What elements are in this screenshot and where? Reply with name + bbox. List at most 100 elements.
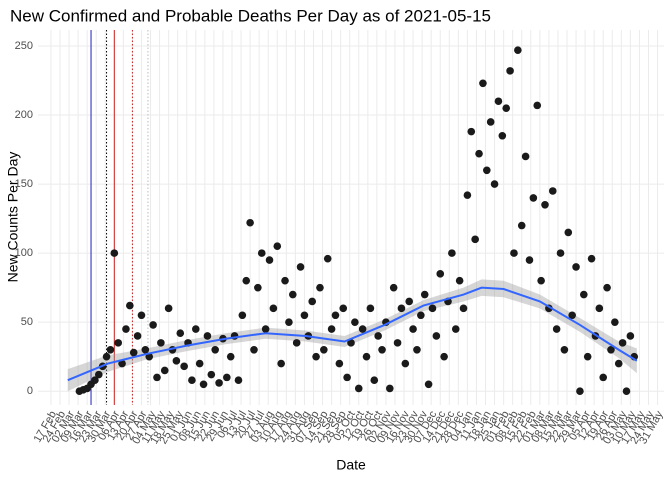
point <box>118 359 126 368</box>
point <box>587 254 596 263</box>
point <box>548 187 557 195</box>
point <box>238 311 247 320</box>
point <box>122 325 130 333</box>
point <box>424 380 433 389</box>
point <box>618 339 627 347</box>
point <box>583 352 592 361</box>
point <box>199 380 208 389</box>
point <box>180 362 188 371</box>
point <box>137 311 146 320</box>
y-tick-label: 150 <box>15 178 33 190</box>
point <box>273 242 282 251</box>
point <box>393 339 402 347</box>
point <box>483 166 491 175</box>
point <box>521 152 530 161</box>
point <box>564 228 573 237</box>
smooth-line <box>67 286 638 382</box>
point <box>374 332 382 340</box>
point <box>626 332 635 340</box>
point <box>490 180 499 188</box>
point <box>133 332 142 340</box>
point <box>463 191 472 199</box>
point <box>257 249 266 257</box>
point <box>343 373 351 382</box>
point <box>164 304 173 313</box>
point <box>215 379 223 387</box>
point <box>537 276 545 285</box>
point <box>413 345 421 354</box>
point <box>552 325 561 333</box>
point <box>281 276 289 285</box>
point <box>502 104 511 112</box>
point <box>386 384 394 393</box>
point <box>358 325 367 333</box>
point <box>378 345 386 354</box>
y-tick-label: 100 <box>15 247 33 259</box>
point <box>467 127 476 136</box>
point <box>475 149 483 158</box>
point <box>191 325 200 333</box>
point <box>94 370 103 379</box>
point <box>514 46 522 54</box>
point <box>572 263 580 271</box>
chart-title: New Confirmed and Probable Deaths Per Da… <box>10 6 491 25</box>
point <box>277 359 285 368</box>
point <box>153 373 161 382</box>
point <box>261 325 270 333</box>
point <box>525 256 534 264</box>
point <box>331 311 340 320</box>
point <box>292 339 301 347</box>
point <box>459 304 468 313</box>
point <box>556 249 565 257</box>
point <box>405 297 414 306</box>
point <box>203 332 212 340</box>
point <box>420 290 429 299</box>
point <box>471 235 479 244</box>
confidence-band <box>67 279 637 392</box>
point <box>129 348 138 357</box>
point <box>568 311 576 320</box>
point <box>234 376 243 384</box>
point <box>541 200 549 209</box>
point <box>195 359 204 368</box>
point <box>498 131 507 140</box>
point <box>440 352 448 361</box>
point <box>312 352 320 361</box>
point <box>428 304 437 313</box>
point <box>362 352 371 361</box>
point <box>242 276 251 285</box>
point <box>510 249 518 257</box>
point <box>160 366 169 375</box>
point <box>417 311 425 320</box>
point <box>300 311 309 320</box>
point <box>265 256 274 264</box>
point <box>366 304 375 313</box>
point <box>211 345 219 354</box>
y-tick-label: 250 <box>15 40 33 52</box>
point <box>250 345 258 354</box>
point <box>486 118 495 126</box>
point <box>506 67 514 75</box>
point <box>323 254 332 263</box>
point <box>409 325 417 333</box>
point <box>622 387 631 395</box>
point <box>533 101 542 110</box>
point <box>339 304 348 313</box>
point <box>106 345 115 354</box>
point <box>448 249 456 257</box>
point <box>576 387 584 395</box>
point <box>494 97 503 106</box>
y-axis-title: New Counts Per Day <box>5 152 21 283</box>
y-tick-label: 200 <box>15 109 33 121</box>
point <box>335 359 344 368</box>
point <box>603 283 611 292</box>
point <box>517 221 526 230</box>
point <box>176 329 185 338</box>
point <box>141 345 150 354</box>
point <box>320 345 328 354</box>
point <box>354 384 363 393</box>
point <box>114 339 122 347</box>
point <box>308 297 316 306</box>
point <box>451 325 460 333</box>
